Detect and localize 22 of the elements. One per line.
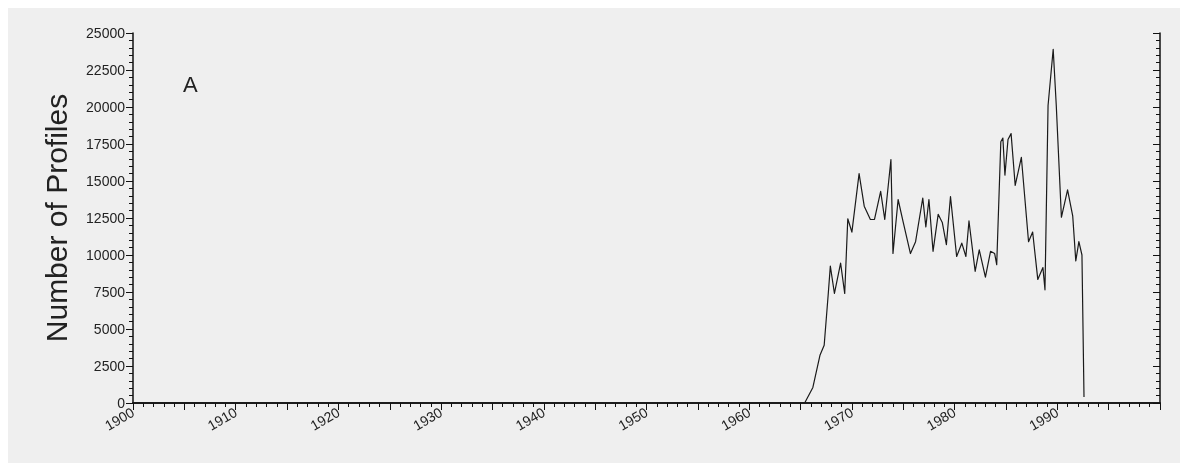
x-tick-label: 1910 — [204, 403, 240, 434]
x-tick-label: 1990 — [1026, 403, 1062, 434]
y-tick-label: 7500 — [93, 284, 126, 300]
y-tick-label: 15000 — [86, 173, 126, 189]
y-tick-label: 12500 — [86, 210, 126, 226]
x-tick-label: 1930 — [410, 403, 446, 434]
annotation: A — [183, 71, 198, 97]
x-tick-label: 1940 — [512, 403, 548, 434]
y-tick-label: 10000 — [86, 247, 126, 263]
y-tick-label: 20000 — [86, 99, 126, 115]
y-tick-label: 2500 — [93, 358, 126, 374]
x-tick-label: 1920 — [307, 403, 343, 434]
x-tick-label: 1980 — [923, 403, 959, 434]
y-tick-label: 5000 — [93, 321, 126, 337]
y-tick-label: 17500 — [86, 136, 126, 152]
x-tick-label: 1950 — [615, 403, 651, 434]
y-axis-title: Number of Profiles — [39, 93, 73, 343]
x-tick-label: 1960 — [718, 403, 754, 434]
y-tick-label: 22500 — [86, 62, 126, 78]
y-tick-label: 25000 — [86, 25, 126, 41]
y-tick-label: 0 — [117, 395, 126, 411]
x-tick-label: 1970 — [820, 403, 857, 434]
